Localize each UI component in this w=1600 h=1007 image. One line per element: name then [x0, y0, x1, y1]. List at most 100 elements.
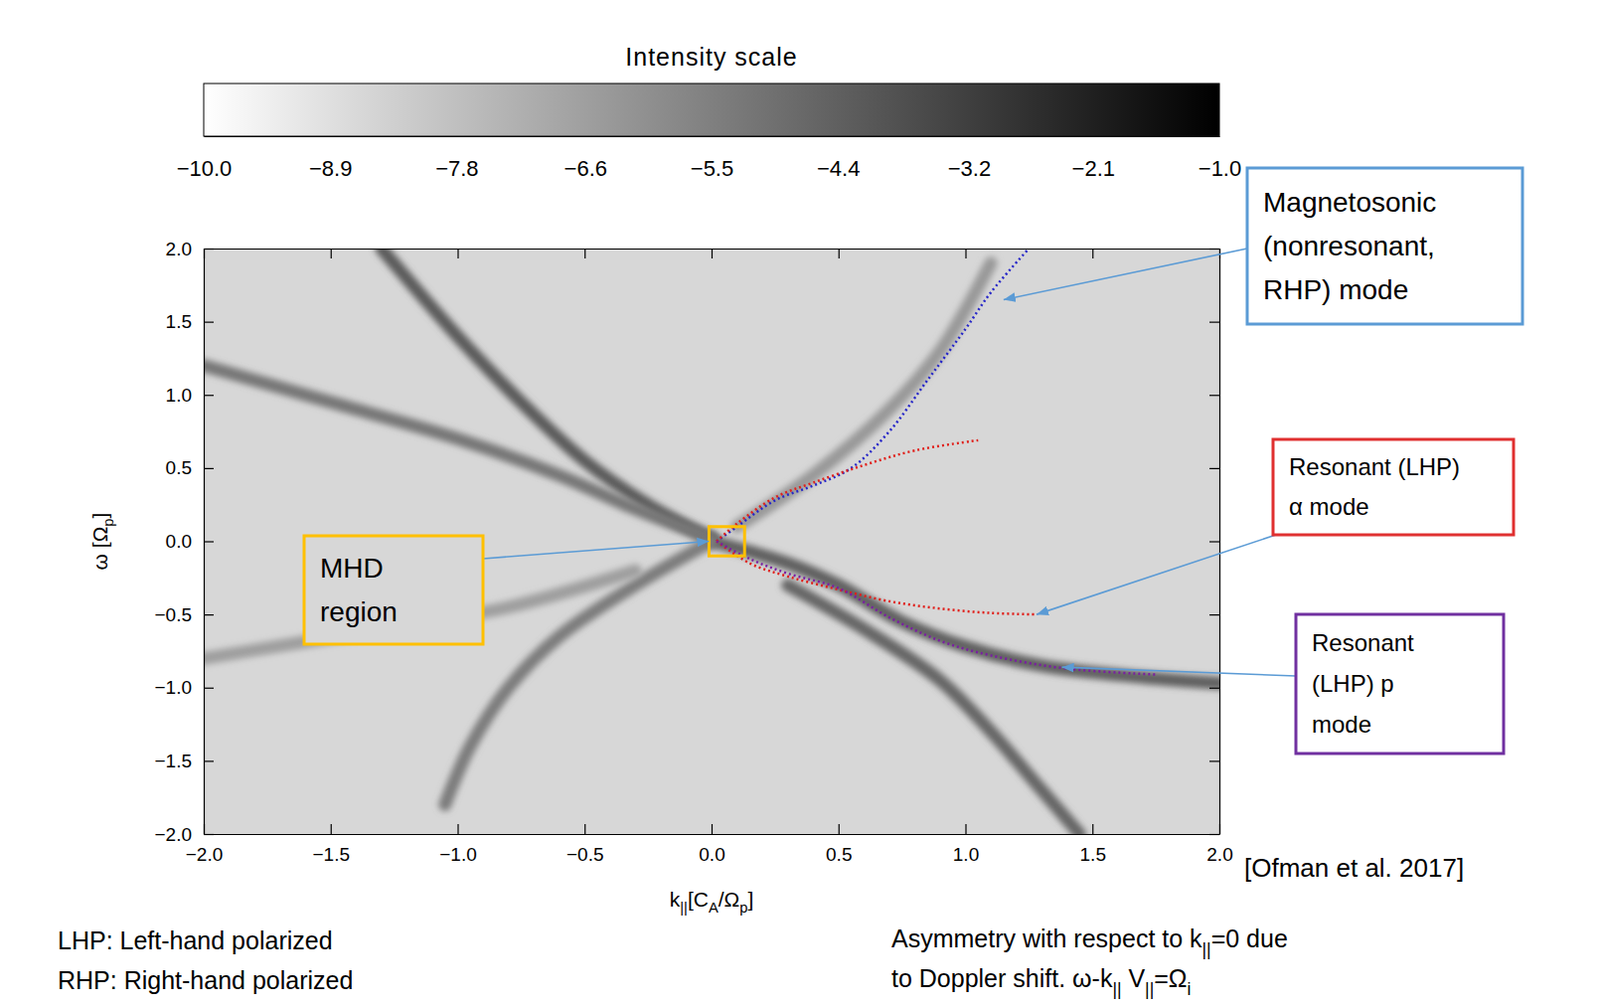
- tick: −1.5: [154, 750, 214, 772]
- colorbar-tick: −10.0: [176, 136, 233, 181]
- colorbar-tick: −3.2: [948, 136, 991, 181]
- tick-mark: [457, 823, 459, 834]
- ridge: [381, 248, 712, 539]
- colorbar-tick: −2.1: [1072, 136, 1116, 181]
- annotation-text: Resonant (LHP): [1288, 453, 1460, 480]
- axis-line: [1219, 249, 1221, 835]
- x-axis-top: [204, 248, 1221, 259]
- tick-label: 0.0: [698, 843, 725, 865]
- tick-mark: [964, 248, 966, 259]
- tick-mark: [1209, 687, 1220, 689]
- colorbar-tick: −1.0: [1198, 136, 1242, 181]
- colorbar-tick-label: −2.1: [1072, 156, 1116, 181]
- tick-mark: [330, 248, 332, 259]
- text-part: /Ω: [718, 887, 741, 911]
- dispersion-curve: [716, 541, 1156, 675]
- annotation-arrow: [1062, 666, 1296, 676]
- tick: −2.0: [154, 823, 214, 845]
- x-axis-title: k||[CA/Ωp]: [669, 887, 755, 916]
- colorbar-tick: −4.4: [816, 136, 860, 181]
- tick-mark: [711, 248, 713, 259]
- tick-label: −0.5: [154, 604, 192, 626]
- tick-mark: [838, 248, 840, 259]
- tick: 0.0: [698, 823, 725, 865]
- colorbar: [203, 83, 1220, 137]
- tick-mark: [1209, 394, 1220, 396]
- text-part: Asymmetry with respect to k: [891, 924, 1203, 953]
- tick-label: −1.0: [439, 843, 478, 865]
- text-part: V: [1120, 963, 1145, 992]
- text-part: ||: [1112, 978, 1121, 999]
- ridge: [737, 263, 992, 527]
- annotation-text: (nonresonant,: [1263, 230, 1436, 262]
- tick-label: 1.0: [953, 843, 979, 865]
- tick: [458, 248, 460, 259]
- annotation-arrow: [1036, 534, 1277, 615]
- text-part: ω [Ω: [88, 526, 112, 571]
- text-part: ||: [679, 899, 688, 916]
- tick-mark: [203, 760, 214, 762]
- tick-label: −2.0: [154, 823, 192, 845]
- note: RHP: Right-hand polarized: [57, 965, 353, 994]
- tick-mark: [203, 614, 214, 616]
- annotations: Magnetosonic(nonresonant,RHP) modeResona…: [304, 167, 1523, 754]
- tick-mark: [1209, 540, 1220, 542]
- annotation-text: RHP) mode: [1263, 274, 1409, 306]
- tick-label: 1.5: [165, 311, 192, 332]
- text-part: p: [739, 899, 748, 916]
- annotation-text: region: [320, 596, 398, 628]
- text-part: =0 due: [1211, 924, 1288, 953]
- annotation-box: [304, 535, 483, 644]
- annotation-arrow: [1003, 248, 1248, 301]
- tick: 2.0: [165, 238, 214, 260]
- tick: [1209, 614, 1220, 616]
- tick: [584, 248, 586, 259]
- tick: [1209, 321, 1220, 323]
- annotation-text: MHD: [320, 552, 384, 584]
- dispersion-curve: [716, 440, 978, 542]
- colorbar-title: Intensity scale: [625, 42, 798, 71]
- y-axis: −2.0−1.5−1.0−0.50.00.51.01.52.0: [154, 238, 214, 845]
- annotation-text: Resonant: [1311, 629, 1415, 656]
- y-axis-title: ω [Ωp]: [88, 512, 117, 571]
- tick-mark: [1209, 468, 1220, 470]
- tick: [330, 248, 332, 259]
- annotation-box: [1247, 167, 1523, 324]
- tick: [1209, 248, 1220, 250]
- colorbar-tick-label: −8.9: [309, 156, 352, 181]
- annotation-box: [1273, 439, 1514, 535]
- dispersion-curve: [716, 541, 1037, 616]
- colorbar-tick-label: −7.8: [435, 156, 479, 181]
- tick: 1.0: [165, 384, 214, 406]
- text-part: p: [100, 517, 117, 526]
- colorbar-tick-label: −3.2: [948, 156, 991, 181]
- colorbar-tick-label: −4.4: [816, 156, 860, 181]
- tick: [1209, 687, 1220, 689]
- tick-mark: [1209, 760, 1220, 762]
- plot-marks: [203, 248, 1220, 834]
- colorbar-axis: −10.0−8.9−7.8−6.6−5.5−4.4−3.2−2.1−1.0: [176, 136, 1243, 181]
- tick-label: 0.5: [825, 843, 852, 865]
- colorbar-tick-label: −6.6: [564, 156, 608, 181]
- tick: [1209, 760, 1220, 762]
- tick: 0.0: [165, 530, 214, 552]
- text-part: i: [1187, 978, 1192, 999]
- tick-mark: [330, 823, 332, 834]
- tick-mark: [203, 321, 214, 323]
- tick-label: 2.0: [1206, 843, 1233, 865]
- annotation-box: [1295, 614, 1504, 754]
- tick: [711, 248, 713, 259]
- tick-label: −1.0: [154, 676, 192, 698]
- ridge: [445, 541, 712, 805]
- tick: −1.0: [439, 823, 478, 865]
- source: [Ofman et al. 2017]: [1244, 852, 1464, 883]
- text-part: ||: [1202, 939, 1212, 960]
- tick-mark: [1209, 614, 1220, 616]
- tick-mark: [203, 394, 214, 396]
- tick-mark: [1092, 823, 1094, 834]
- colorbar-tick: −8.9: [309, 136, 352, 181]
- tick-mark: [1209, 833, 1220, 835]
- chart: Intensity scale−10.0−8.9−7.8−6.6−5.5−4.4…: [0, 0, 1600, 1007]
- tick-mark: [203, 248, 214, 250]
- tick: [965, 248, 967, 259]
